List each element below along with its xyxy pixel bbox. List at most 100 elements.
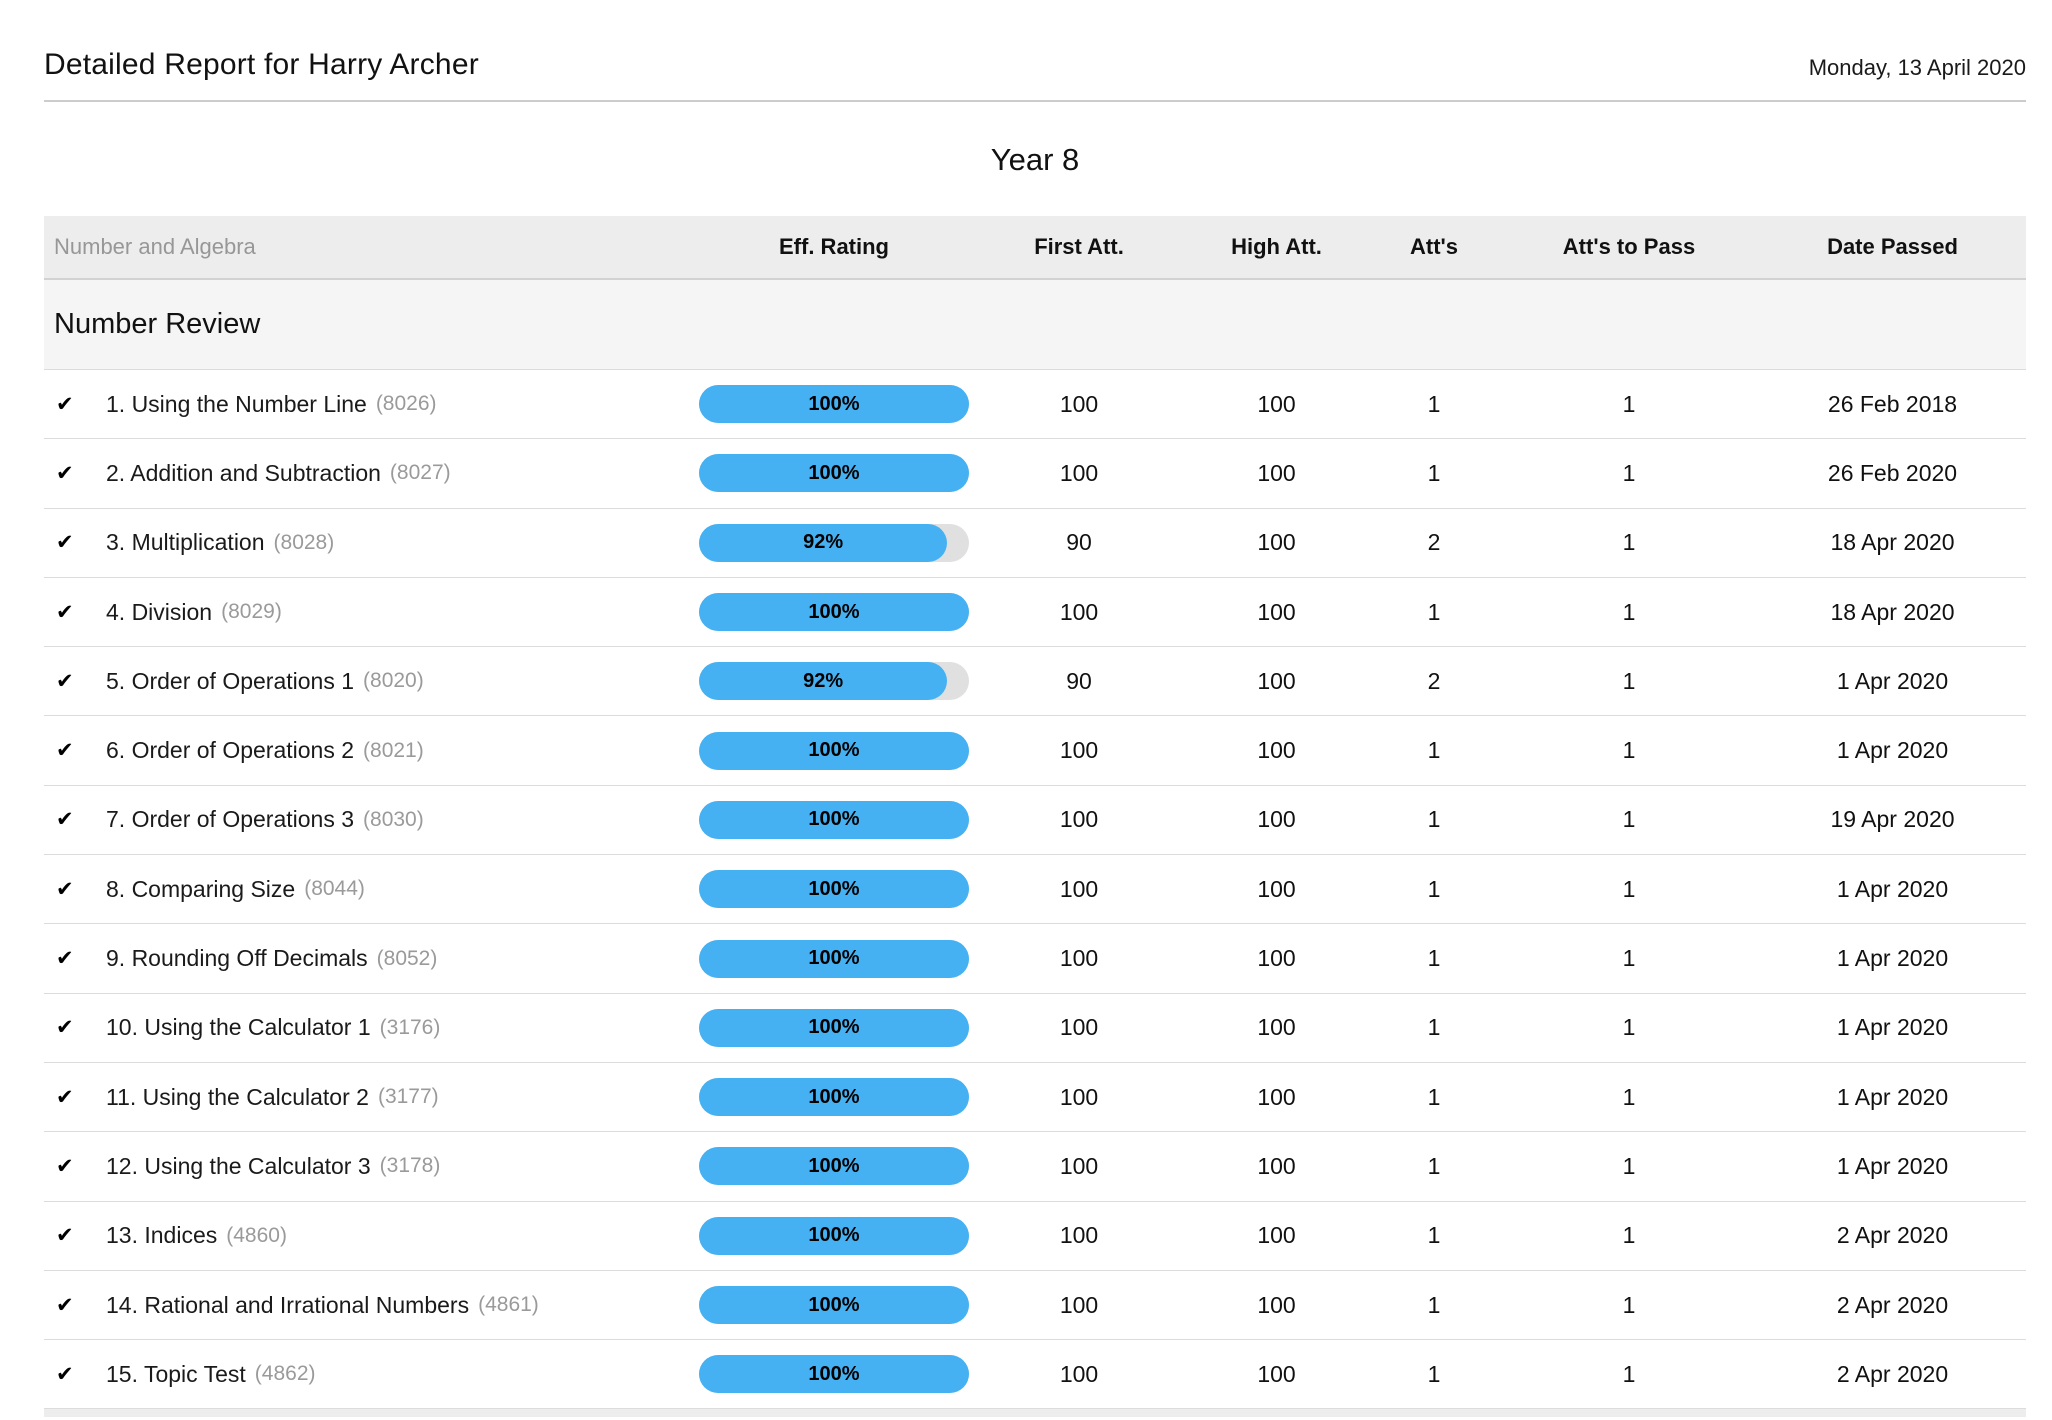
eff-rating-bar-track: 100% — [699, 1355, 969, 1394]
eff-rating-cell: 100% — [694, 1216, 974, 1255]
lesson-name: 7. Order of Operations 3 — [106, 806, 355, 833]
atts-to-pass-value: 1 — [1622, 1222, 1636, 1249]
date-passed-value: 1 Apr 2020 — [1836, 1014, 1949, 1041]
date-passed-value: 1 Apr 2020 — [1836, 1083, 1949, 1110]
eff-rating-bar-track: 100% — [699, 454, 969, 493]
lesson-name-cell: ✔ 12. Using the Calculator 3 (3178) — [44, 1153, 694, 1180]
eff-rating-value: 100% — [808, 1016, 860, 1039]
high-att-value: 100 — [1257, 667, 1296, 694]
report-table: Number and Algebra Eff. Rating First Att… — [44, 216, 2026, 1418]
date-passed-value: 2 Apr 2020 — [1836, 1360, 1949, 1387]
eff-rating-value: 100% — [808, 877, 860, 900]
atts-value: 1 — [1427, 737, 1441, 764]
eff-rating-bar-fill: 100% — [699, 870, 969, 909]
lesson-name-cell: ✔ 10. Using the Calculator 1 (3176) — [44, 1014, 694, 1041]
eff-rating-bar-fill: 100% — [699, 1147, 969, 1186]
lesson-name-cell: ✔ 5. Order of Operations 1 (8020) — [44, 668, 694, 695]
eff-rating-bar-fill: 92% — [699, 662, 948, 701]
first-att-value: 100 — [1059, 459, 1099, 486]
first-att-value: 100 — [1059, 598, 1099, 625]
eff-rating-cell: 100% — [694, 593, 974, 632]
column-header-first-att: First Att. — [1034, 234, 1124, 259]
eff-rating-bar-track: 100% — [699, 731, 969, 770]
eff-rating-cell: 100% — [694, 1286, 974, 1324]
eff-rating-value: 100% — [808, 1154, 860, 1177]
lesson-name-cell: ✔ 7. Order of Operations 3 (8030) — [44, 806, 694, 833]
atts-to-pass-value: 1 — [1622, 1360, 1636, 1387]
completed-check-icon: ✔ — [56, 669, 74, 693]
lesson-name: 5. Order of Operations 1 — [106, 667, 355, 694]
atts-to-pass-value: 1 — [1622, 1014, 1636, 1041]
eff-rating-bar-fill: 100% — [699, 1355, 969, 1394]
lesson-row: ✔ 2. Addition and Subtraction (8027) 100… — [44, 439, 2026, 509]
lesson-name-cell: ✔ 1. Using the Number Line (8026) — [44, 391, 694, 418]
eff-rating-bar-fill: 92% — [699, 523, 948, 562]
eff-rating-bar-track: 92% — [699, 662, 969, 701]
atts-to-pass-value: 1 — [1622, 737, 1636, 764]
lesson-id: (8020) — [363, 669, 424, 693]
first-att-value: 100 — [1059, 875, 1099, 902]
page-title: Detailed Report for Harry Archer — [44, 48, 479, 81]
eff-rating-value: 100% — [808, 1362, 860, 1385]
lesson-id: (4862) — [254, 1362, 316, 1386]
atts-to-pass-value: 1 — [1622, 390, 1636, 417]
first-att-value: 100 — [1059, 390, 1099, 417]
atts-value: 1 — [1427, 945, 1441, 972]
completed-check-icon: ✔ — [56, 808, 74, 832]
eff-rating-value: 100% — [808, 600, 860, 623]
lesson-id: (8044) — [304, 877, 365, 901]
eff-rating-bar-fill: 100% — [699, 385, 969, 424]
high-att-value: 100 — [1257, 529, 1296, 556]
eff-rating-cell: 92% — [694, 662, 974, 701]
high-att-value: 100 — [1257, 806, 1296, 833]
eff-rating-value: 100% — [808, 808, 860, 831]
lesson-id: (8052) — [376, 946, 438, 970]
completed-check-icon: ✔ — [56, 1154, 74, 1178]
eff-rating-cell: 100% — [694, 870, 974, 909]
eff-rating-bar-fill: 100% — [699, 454, 969, 493]
completed-check-icon: ✔ — [56, 947, 74, 971]
atts-to-pass-value: 1 — [1622, 875, 1636, 902]
atts-value: 1 — [1427, 1014, 1441, 1041]
atts-to-pass-value: 1 — [1622, 1291, 1636, 1318]
first-att-value: 100 — [1059, 806, 1099, 833]
first-att-value: 100 — [1059, 1152, 1099, 1179]
completed-check-icon: ✔ — [56, 531, 74, 555]
lesson-name-cell: ✔ 4. Division (8029) — [44, 599, 694, 626]
column-header-date-passed: Date Passed — [1827, 234, 1958, 259]
atts-value: 1 — [1427, 1083, 1441, 1110]
completed-check-icon: ✔ — [56, 600, 74, 624]
table-header-row: Number and Algebra Eff. Rating First Att… — [44, 216, 2026, 280]
eff-rating-bar-fill: 100% — [699, 1078, 969, 1117]
completed-check-icon: ✔ — [56, 1362, 74, 1386]
atts-value: 1 — [1427, 1360, 1441, 1387]
lesson-id: (4860) — [226, 1223, 287, 1247]
date-passed-value: 19 Apr 2020 — [1830, 806, 1955, 833]
lesson-name-cell: ✔ 14. Rational and Irrational Numbers (4… — [44, 1292, 694, 1319]
date-passed-value: 2 Apr 2020 — [1836, 1222, 1949, 1249]
eff-rating-value: 100% — [808, 739, 860, 762]
report-header: Detailed Report for Harry Archer Monday,… — [44, 0, 2026, 102]
eff-rating-cell: 100% — [694, 1147, 974, 1186]
date-passed-value: 1 Apr 2020 — [1836, 737, 1949, 764]
high-att-value: 100 — [1257, 1360, 1296, 1387]
lesson-id: (8028) — [273, 530, 335, 554]
lesson-id: (4861) — [478, 1293, 539, 1316]
lesson-row: ✔ 13. Indices (4860) 100% 100 100 1 1 2 … — [44, 1201, 2026, 1271]
lesson-name-cell: ✔ 3. Multiplication (8028) — [44, 529, 694, 556]
year-title: Year 8 — [990, 142, 1080, 177]
high-att-value: 100 — [1257, 598, 1296, 625]
eff-rating-value: 92% — [803, 531, 844, 554]
atts-to-pass-value: 1 — [1622, 459, 1636, 486]
lesson-name-cell: ✔ 15. Topic Test (4862) — [44, 1361, 694, 1388]
eff-rating-cell: 100% — [694, 1078, 974, 1117]
lesson-row: ✔ 5. Order of Operations 1 (8020) 92% 90… — [44, 647, 2026, 717]
date-passed-value: 1 Apr 2020 — [1836, 667, 1949, 694]
completed-check-icon: ✔ — [56, 739, 74, 763]
eff-rating-bar-track: 100% — [699, 1147, 969, 1186]
atts-to-pass-value: 1 — [1622, 667, 1636, 694]
lesson-id: (8026) — [375, 392, 437, 416]
lesson-row: ✔ 6. Order of Operations 2 (8021) 100% 1… — [44, 716, 2026, 786]
lesson-name-cell: ✔ 11. Using the Calculator 2 (3177) — [44, 1084, 694, 1111]
